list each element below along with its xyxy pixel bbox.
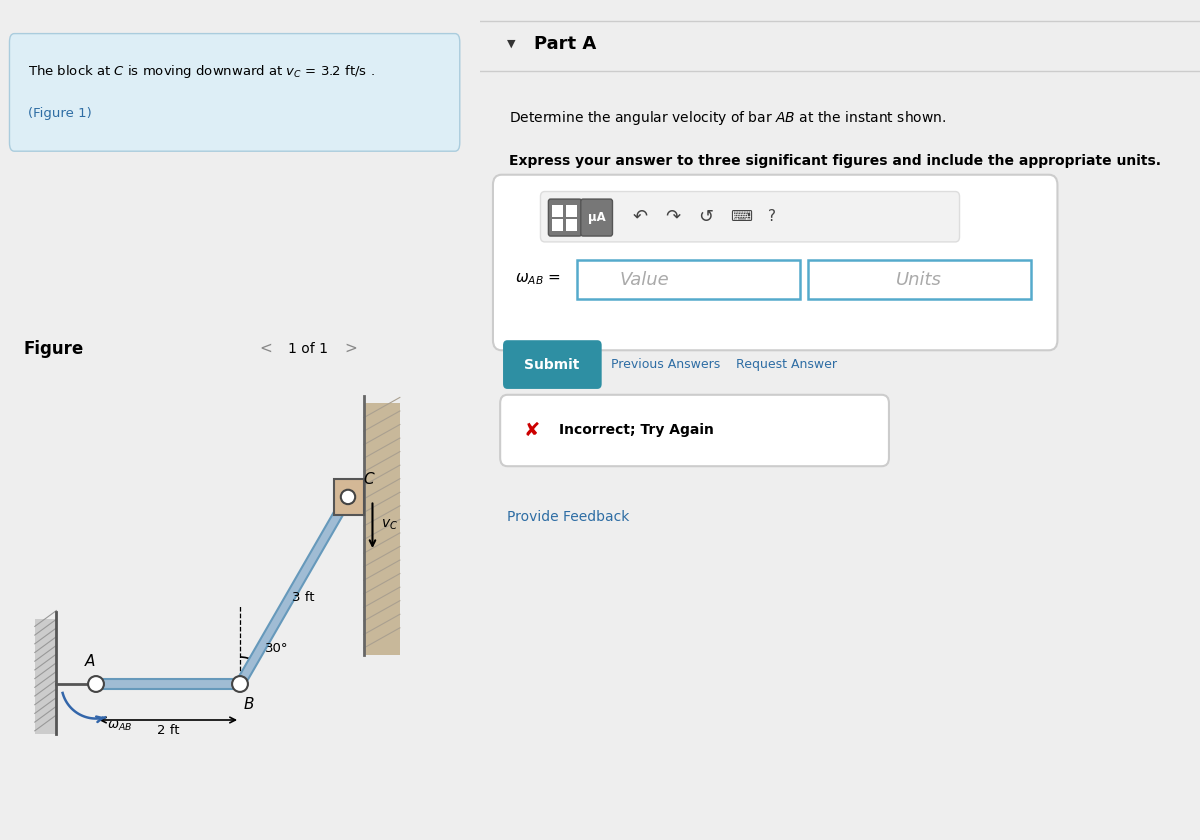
Text: Provide Feedback: Provide Feedback — [508, 510, 630, 523]
Bar — [566, 205, 577, 217]
Circle shape — [88, 676, 104, 692]
Text: (Figure 1): (Figure 1) — [29, 107, 92, 120]
Text: C: C — [364, 472, 374, 487]
Text: A: A — [85, 654, 96, 669]
Text: B: B — [244, 697, 254, 712]
FancyBboxPatch shape — [577, 260, 800, 299]
Text: $\omega_{AB}$: $\omega_{AB}$ — [107, 720, 132, 732]
Bar — [552, 205, 563, 217]
FancyBboxPatch shape — [500, 395, 889, 466]
Text: ↺: ↺ — [698, 207, 714, 226]
FancyBboxPatch shape — [10, 34, 460, 151]
Text: ↷: ↷ — [665, 207, 680, 226]
Text: Previous Answers: Previous Answers — [611, 358, 720, 371]
Text: 1 of 1: 1 of 1 — [288, 342, 328, 355]
Text: ⌨: ⌨ — [730, 209, 751, 224]
FancyBboxPatch shape — [493, 175, 1057, 350]
Bar — [334, 479, 364, 515]
Circle shape — [232, 676, 248, 692]
Bar — [552, 219, 563, 231]
Text: $\omega_{AB}$ =: $\omega_{AB}$ = — [515, 271, 560, 286]
Bar — [566, 219, 577, 231]
Text: Request Answer: Request Answer — [736, 358, 836, 371]
Text: 3 ft: 3 ft — [292, 591, 314, 604]
Text: The block at $C$ is moving downward at $v_C$ = 3.2 ft/s .: The block at $C$ is moving downward at $… — [29, 63, 376, 80]
Text: ▼: ▼ — [508, 39, 516, 49]
Circle shape — [341, 490, 355, 504]
Text: μA: μA — [588, 211, 606, 224]
Text: 30°: 30° — [265, 642, 289, 654]
Text: Part A: Part A — [534, 34, 596, 53]
Text: <: < — [259, 341, 272, 356]
FancyBboxPatch shape — [548, 199, 582, 236]
Text: Express your answer to three significant figures and include the appropriate uni: Express your answer to three significant… — [509, 155, 1160, 168]
Text: Units: Units — [896, 270, 942, 289]
Text: Submit: Submit — [524, 358, 580, 371]
Text: ✘: ✘ — [523, 421, 540, 439]
Text: Incorrect; Try Again: Incorrect; Try Again — [559, 423, 714, 437]
Polygon shape — [96, 680, 240, 689]
Text: >: > — [344, 341, 358, 356]
Bar — [364, 403, 400, 655]
Text: Figure: Figure — [24, 339, 84, 358]
FancyBboxPatch shape — [503, 340, 601, 389]
Text: Value: Value — [619, 270, 670, 289]
Text: Determine the angular velocity of bar $AB$ at the instant shown.: Determine the angular velocity of bar $A… — [509, 108, 946, 127]
Text: 2 ft: 2 ft — [157, 724, 179, 738]
Polygon shape — [236, 495, 352, 686]
Bar — [35, 619, 56, 734]
Text: ?: ? — [768, 209, 776, 224]
FancyBboxPatch shape — [808, 260, 1031, 299]
FancyBboxPatch shape — [581, 199, 612, 236]
Text: $v_C$: $v_C$ — [382, 517, 398, 532]
Text: ↶: ↶ — [632, 207, 648, 226]
FancyBboxPatch shape — [540, 192, 960, 242]
